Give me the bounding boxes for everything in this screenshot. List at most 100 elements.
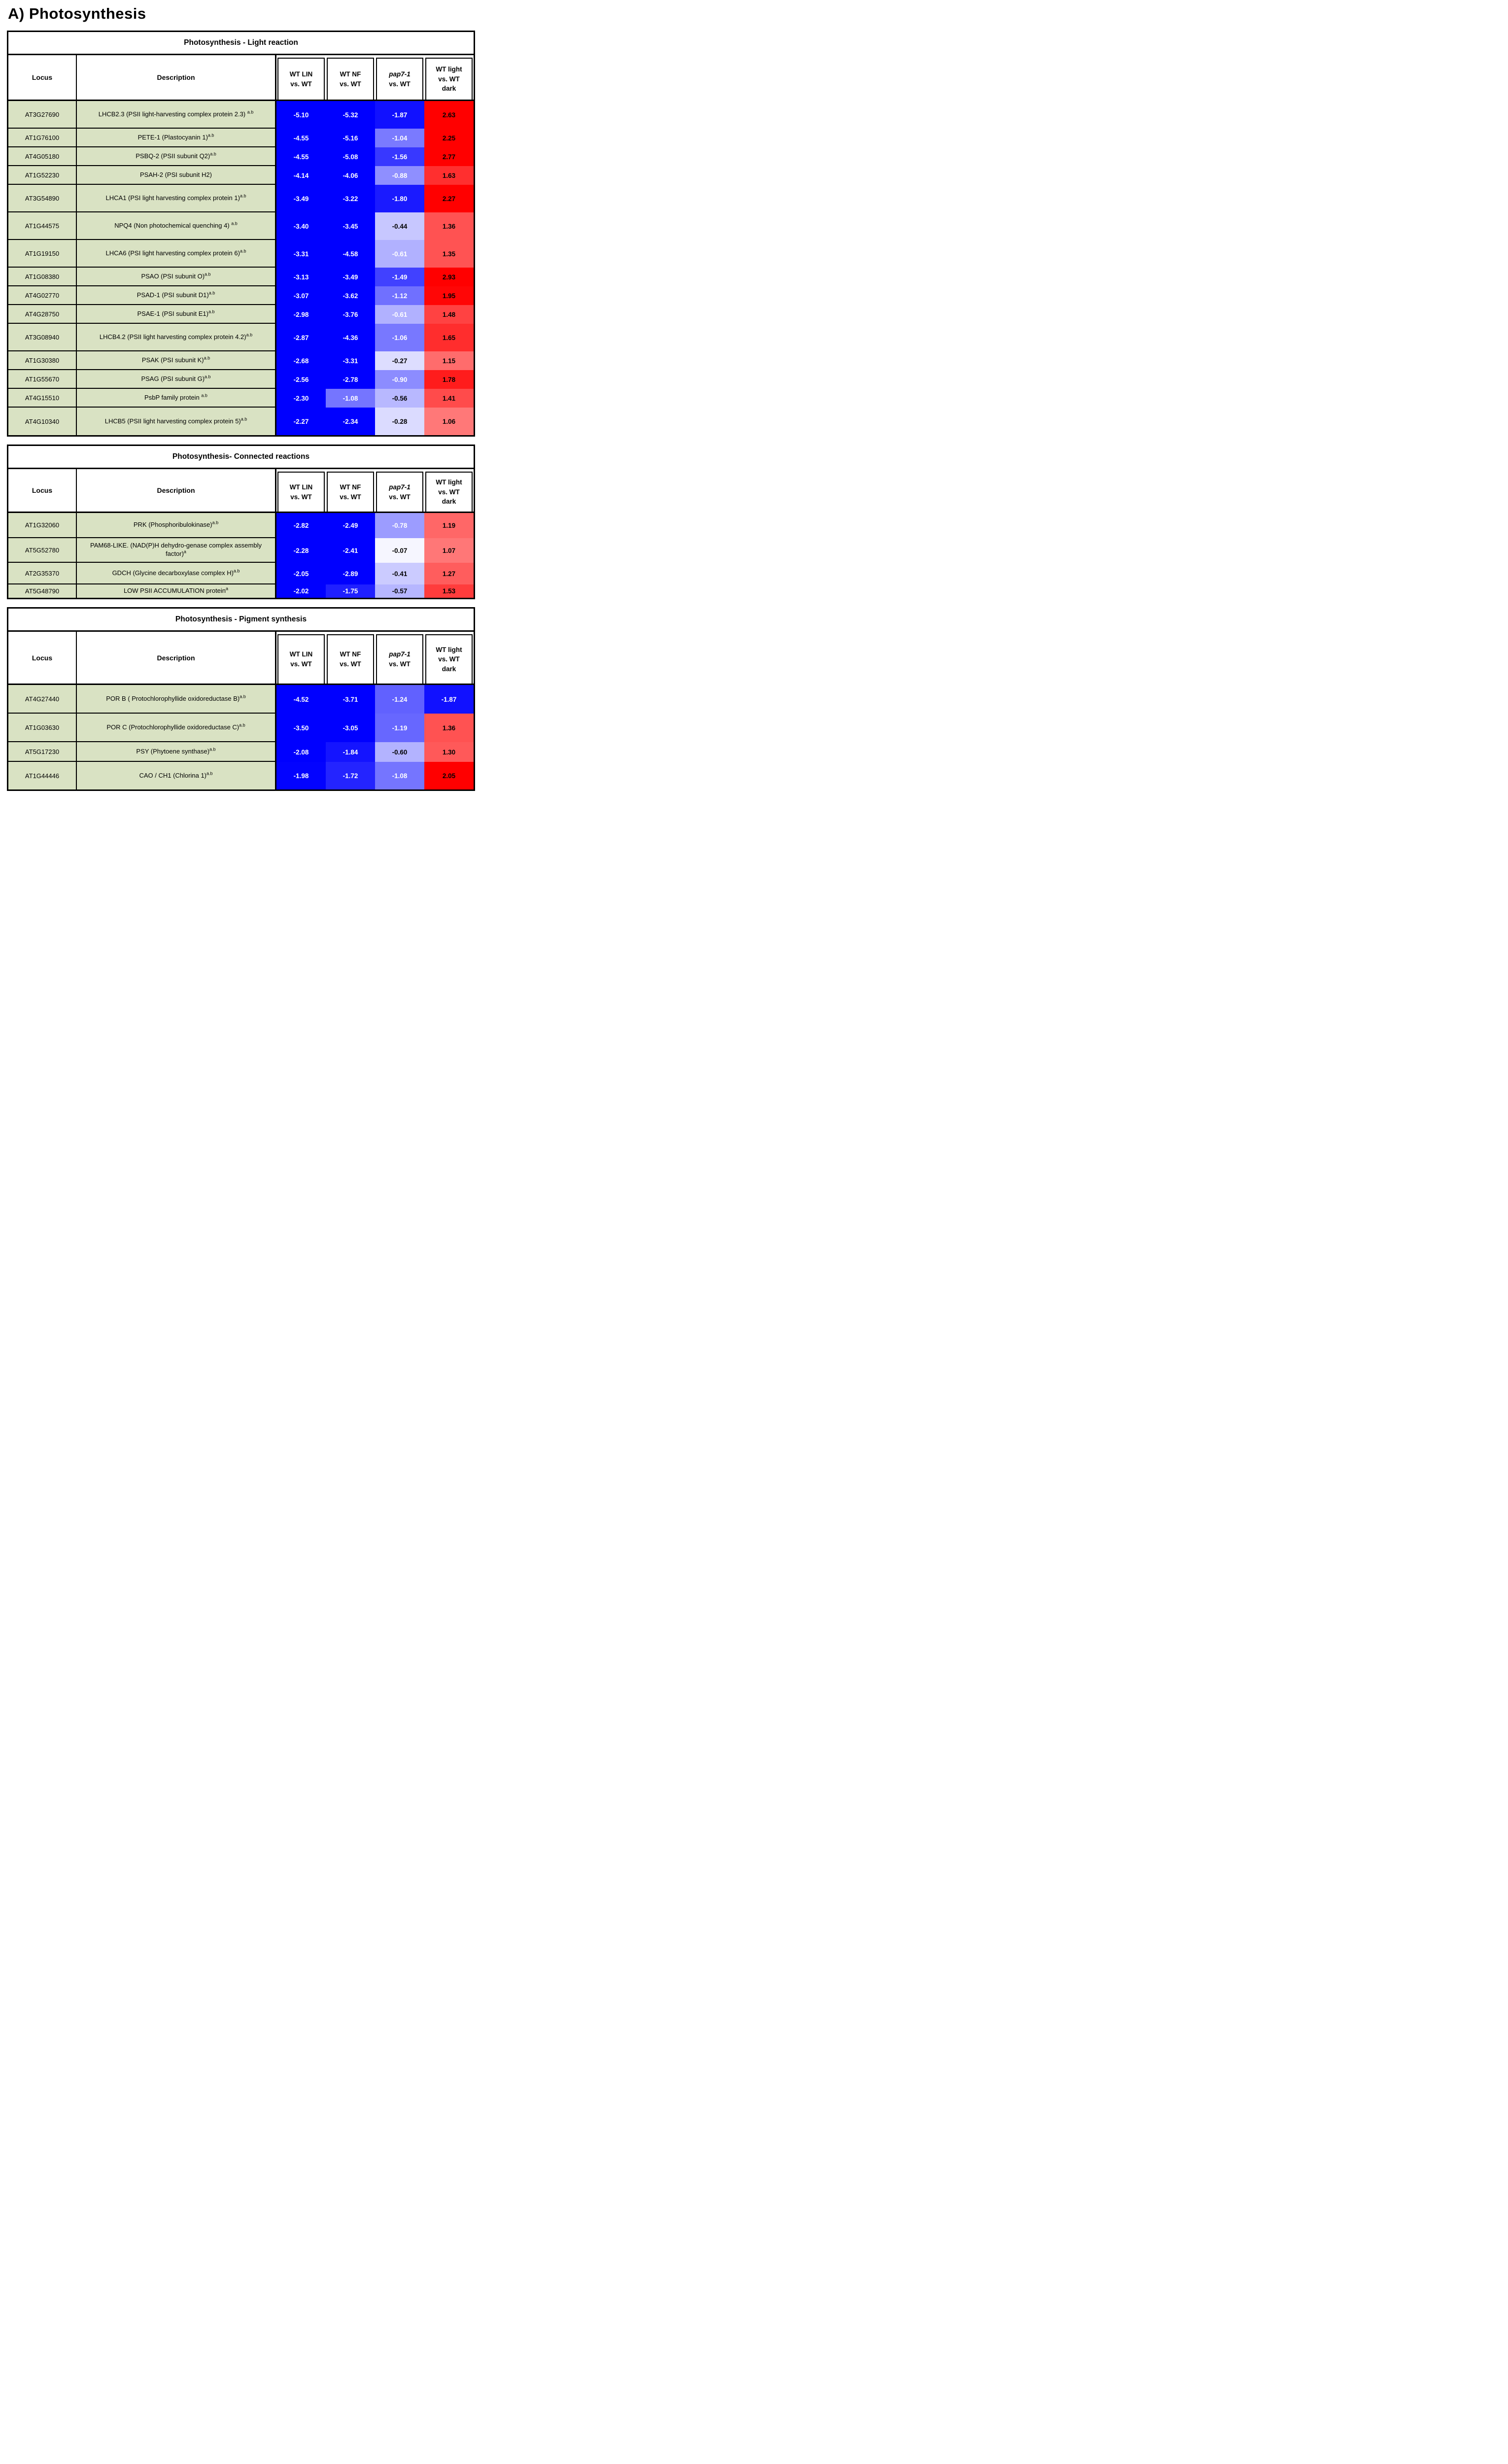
table-pigment-synthesis: Photosynthesis - Pigment synthesis Locus… <box>7 607 475 791</box>
footnote-marker: a <box>226 586 229 591</box>
description-cell: PSY (Phytoene synthase)a.b <box>77 742 276 762</box>
footnote-marker: a.b <box>240 193 246 199</box>
locus-cell: AT1G55670 <box>8 370 77 389</box>
heatmap-cell: -1.84 <box>326 742 375 762</box>
heatmap-cell: -3.49 <box>326 268 375 286</box>
column-header-description: Description <box>77 469 276 512</box>
heatmap-cell: -0.61 <box>375 305 424 324</box>
heatmap-cell: 1.63 <box>424 166 474 185</box>
footnote-marker: a.b <box>207 133 214 138</box>
heatmap-cell: -0.57 <box>375 584 424 598</box>
comparison-header-box: WT NF vs. WT <box>327 634 374 684</box>
heatmap-cell: -0.44 <box>375 212 424 240</box>
table-row: AT1G30380 PSAK (PSI subunit K)a.b -2.68 -3.… <box>8 351 474 370</box>
header-line: vs. WT <box>389 660 411 668</box>
locus-cell: AT4G27440 <box>8 685 77 714</box>
heatmap-cell: -2.68 <box>276 351 326 370</box>
column-header-description: Description <box>77 55 276 100</box>
comparison-header-box: WT NF vs. WT <box>327 58 374 100</box>
table-body: AT3G27690 LHCB2.3 (PSII light-harvesting … <box>8 101 474 435</box>
column-header-locus: Locus <box>8 469 77 512</box>
locus-cell: AT5G52780 <box>8 538 77 563</box>
footnote-marker: a.b <box>233 568 240 574</box>
heatmap-cell: -2.98 <box>276 305 326 324</box>
table-row: AT3G27690 LHCB2.3 (PSII light-harvesting … <box>8 101 474 129</box>
header-line: vs. WT <box>389 493 411 501</box>
heatmap-cell: -2.02 <box>276 584 326 598</box>
header-line: WT LIN <box>289 483 313 491</box>
heatmap-cell: 1.30 <box>424 742 474 762</box>
locus-cell: AT1G03630 <box>8 714 77 742</box>
heatmap-cell: -3.05 <box>326 714 375 742</box>
header-line: vs. WT <box>389 80 411 88</box>
comparison-header-box: WT NF vs. WT <box>327 472 374 512</box>
header-line: vs. WT <box>340 660 361 668</box>
header-line: vs. WT <box>340 493 361 501</box>
heatmap-cell: -3.07 <box>276 286 326 305</box>
description-text: GDCH (Glycine decarboxylase complex H)a.… <box>112 568 240 577</box>
description-text: LHCA1 (PSI light harvesting complex prot… <box>105 193 246 202</box>
table-row: AT1G44575 NPQ4 (Non photochemical quenchi… <box>8 212 474 240</box>
heatmap-cell: -0.41 <box>375 563 424 584</box>
description-text: PsbP family protein a.b <box>144 393 207 401</box>
footnote-marker: a <box>183 549 186 554</box>
heatmap-cell: -0.88 <box>375 166 424 185</box>
heatmap-cell: -0.60 <box>375 742 424 762</box>
heatmap-cell: -1.87 <box>375 101 424 129</box>
locus-cell: AT1G44446 <box>8 762 77 789</box>
heatmap-cell: -2.82 <box>276 513 326 538</box>
heatmap-cell: 1.95 <box>424 286 474 305</box>
description-cell: PSAH-2 (PSI subunit H2) <box>77 166 276 185</box>
column-header-comparison-4: WT light vs. WT dark <box>424 632 474 684</box>
description-text: PSAO (PSI subunit O)a.b <box>141 272 211 280</box>
description-text: PSAD-1 (PSI subunit D1)a.b <box>137 290 215 299</box>
table-row: AT4G02770 PSAD-1 (PSI subunit D1)a.b -3.07… <box>8 286 474 305</box>
description-cell: PSAO (PSI subunit O)a.b <box>77 268 276 286</box>
heatmap-cell: 1.36 <box>424 212 474 240</box>
heatmap-cell: -4.36 <box>326 324 375 351</box>
heatmap-cell: 2.63 <box>424 101 474 129</box>
heatmap-cell: 1.19 <box>424 513 474 538</box>
footnote-marker: a.b <box>201 393 207 398</box>
description-text: NPQ4 (Non photochemical quenching 4) a.b <box>114 221 238 229</box>
description-text: LOW PSII ACCUMULATION proteina <box>123 586 229 595</box>
header-line: dark <box>442 85 456 93</box>
header-line: WT light <box>436 66 462 73</box>
heatmap-cell: 2.27 <box>424 185 474 212</box>
column-header-comparison-1: WT LIN vs. WT <box>276 632 326 684</box>
heatmap-cell: -4.52 <box>276 685 326 714</box>
description-text: LHCA6 (PSI light harvesting complex prot… <box>105 248 246 257</box>
description-cell: PSAK (PSI subunit K)a.b <box>77 351 276 370</box>
heatmap-cell: -4.55 <box>276 147 326 166</box>
column-header-locus: Locus <box>8 55 77 100</box>
header-line: vs. WT <box>290 80 312 88</box>
heatmap-cell: -0.27 <box>375 351 424 370</box>
table-row: AT4G15510 PsbP family protein a.b -2.30 -1.… <box>8 389 474 408</box>
column-header-locus: Locus <box>8 632 77 684</box>
table-title: Photosynthesis- Connected reactions <box>8 446 474 469</box>
heatmap-cell: -1.24 <box>375 685 424 714</box>
footnote-marker: a.b <box>231 221 238 226</box>
footnote-marker: a.b <box>240 416 247 422</box>
footnote-marker: a.b <box>208 309 215 314</box>
heatmap-cell: -4.55 <box>276 129 326 147</box>
header-line: vs. WT <box>340 80 361 88</box>
locus-cell: AT2G35370 <box>8 563 77 584</box>
heatmap-cell: -3.71 <box>326 685 375 714</box>
description-cell: CAO / CH1 (Chlorina 1)a.b <box>77 762 276 789</box>
table-row: AT4G05180 PSBQ-2 (PSII subunit Q2)a.b -4.5… <box>8 147 474 166</box>
heatmap-cell: -1.49 <box>375 268 424 286</box>
heatmap-cell: 1.36 <box>424 714 474 742</box>
column-header-comparison-4: WT light vs. WT dark <box>424 55 474 100</box>
heatmap-cell: -2.78 <box>326 370 375 389</box>
heatmap-cell: -3.76 <box>326 305 375 324</box>
comparison-header-box: WT light vs. WT dark <box>425 634 473 684</box>
locus-cell: AT1G44575 <box>8 212 77 240</box>
locus-cell: AT5G17230 <box>8 742 77 762</box>
header-line: vs. WT <box>290 493 312 501</box>
column-header-comparison-2: WT NF vs. WT <box>326 469 375 512</box>
locus-cell: AT1G76100 <box>8 129 77 147</box>
locus-cell: AT3G54890 <box>8 185 77 212</box>
heatmap-cell: -3.31 <box>276 240 326 268</box>
description-text: CAO / CH1 (Chlorina 1)a.b <box>139 771 213 779</box>
